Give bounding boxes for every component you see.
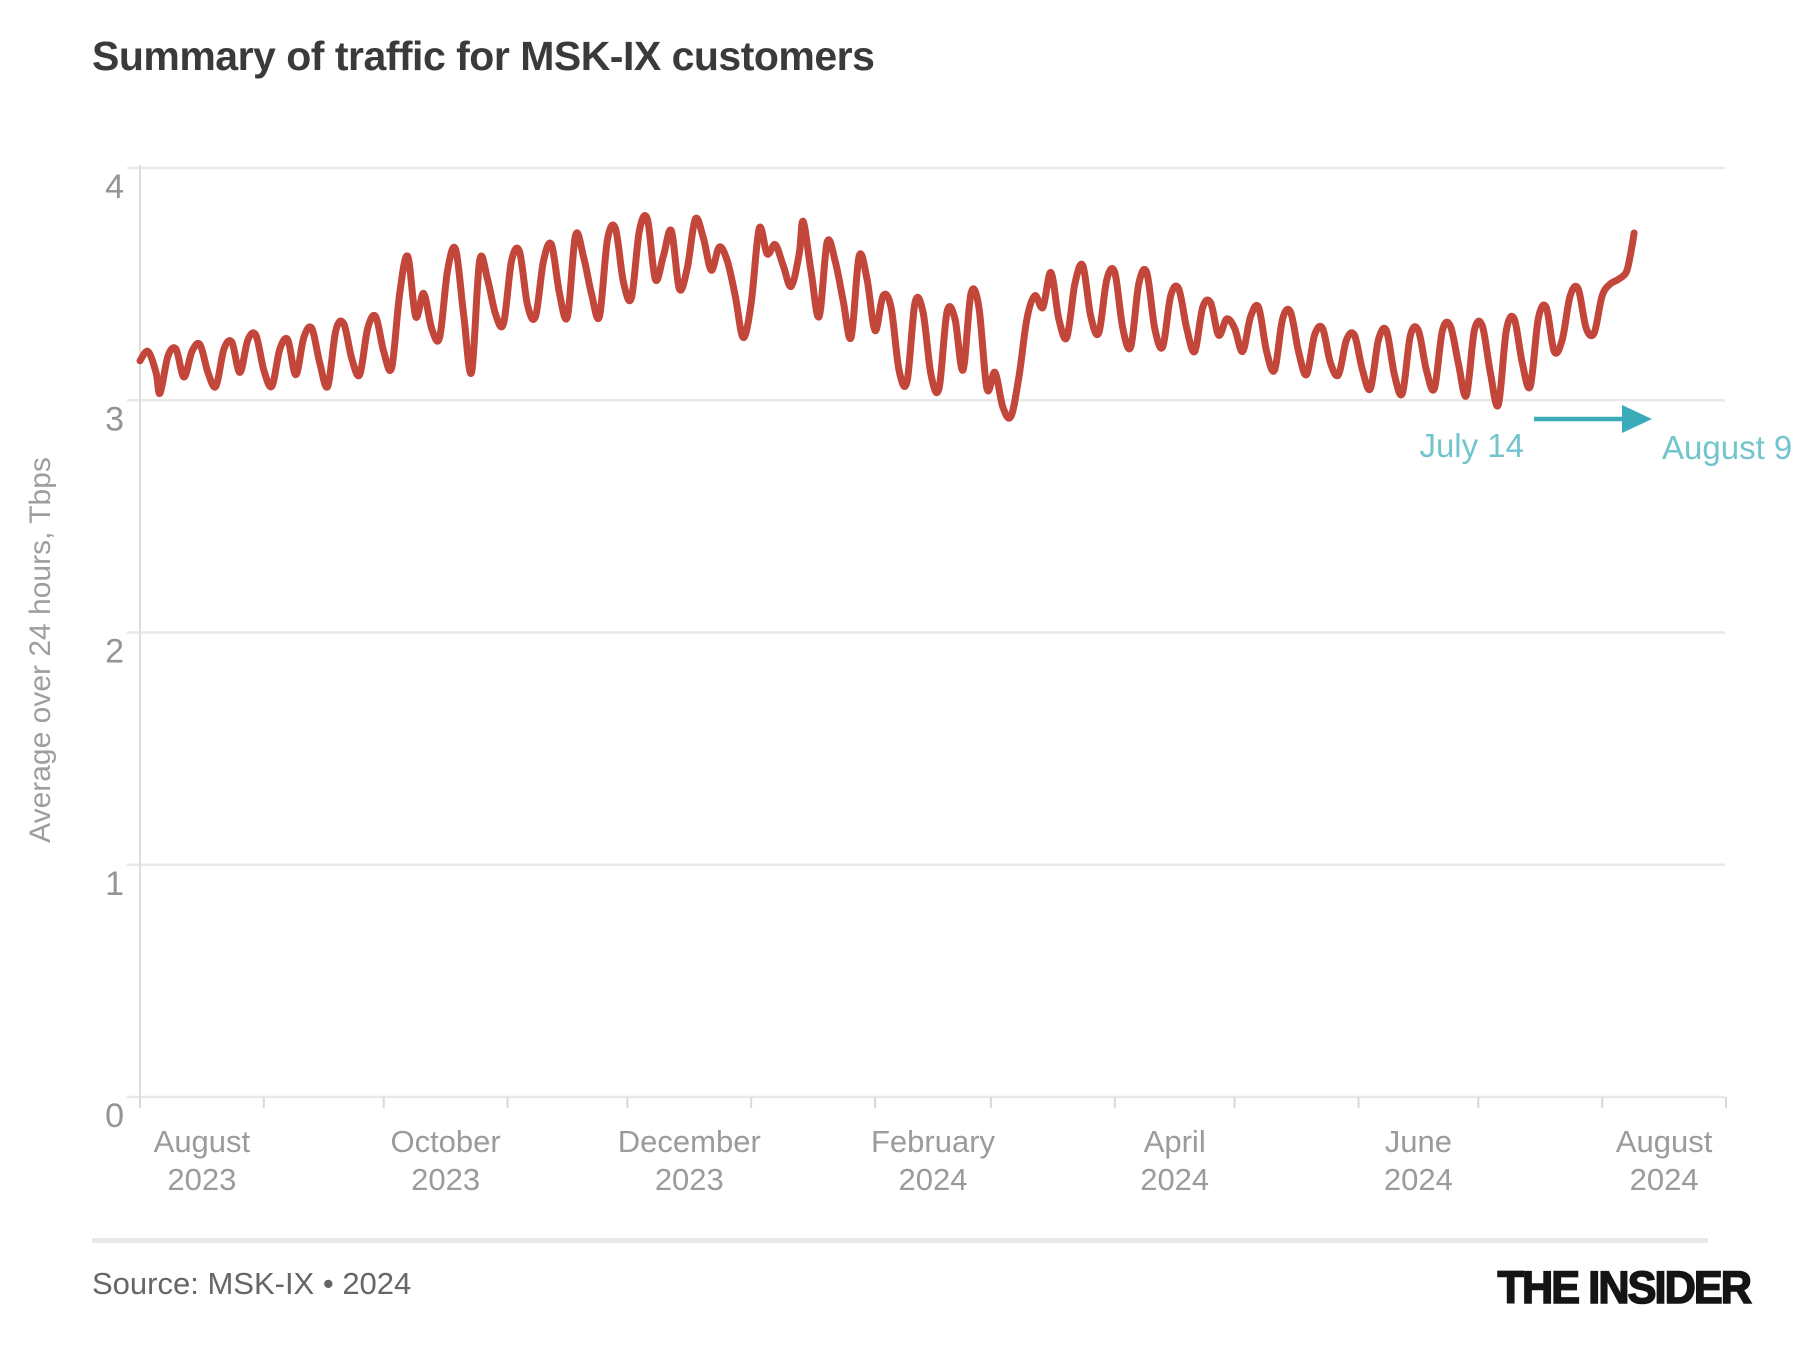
- traffic-line-series: [136, 212, 1638, 422]
- annotation-start-label: July 14: [1419, 427, 1524, 464]
- x-axis-labels: August 2023 October 2023 December 2023 Februar…: [154, 1124, 1713, 1197]
- the-insider-logo: THE INSIDER: [1497, 1261, 1753, 1314]
- x-axis-ticks: [139, 1097, 1727, 1108]
- x-axis-label-april-2024: April 2024: [1140, 1124, 1209, 1197]
- y-axis-title: Average over 24 hours, Tbps: [24, 457, 57, 843]
- y-tick-label-0: 0: [105, 1097, 124, 1135]
- x-axis-label-june-2024: June 2024: [1384, 1124, 1453, 1197]
- chart-title: Summary of traffic for MSK-IX customers: [92, 33, 875, 79]
- source-credit: Source: MSK-IX • 2024: [92, 1266, 412, 1301]
- y-tick-label-3: 3: [105, 400, 124, 438]
- x-axis-label-august-2023: August 2023: [154, 1124, 251, 1197]
- x-axis-label-october-2023: October 2023: [390, 1124, 500, 1197]
- y-tick-label-2: 2: [105, 633, 124, 671]
- y-tick-label-1: 1: [105, 865, 124, 903]
- annotation-end-label: August 9: [1662, 429, 1792, 466]
- x-axis-label-december-2023: December 2023: [618, 1124, 761, 1197]
- date-range-annotation: July 14 August 9: [1419, 405, 1792, 466]
- y-tick-labels: 0 1 2 3 4: [105, 168, 124, 1135]
- x-axis-label-february-2024: February 2024: [871, 1124, 996, 1197]
- annotation-arrowhead-icon: [1622, 405, 1652, 433]
- footer-divider: [92, 1238, 1708, 1243]
- x-axis-label-august-2024: August 2024: [1616, 1124, 1713, 1197]
- y-gridlines: [127, 166, 1725, 1099]
- y-tick-label-4: 4: [105, 168, 124, 206]
